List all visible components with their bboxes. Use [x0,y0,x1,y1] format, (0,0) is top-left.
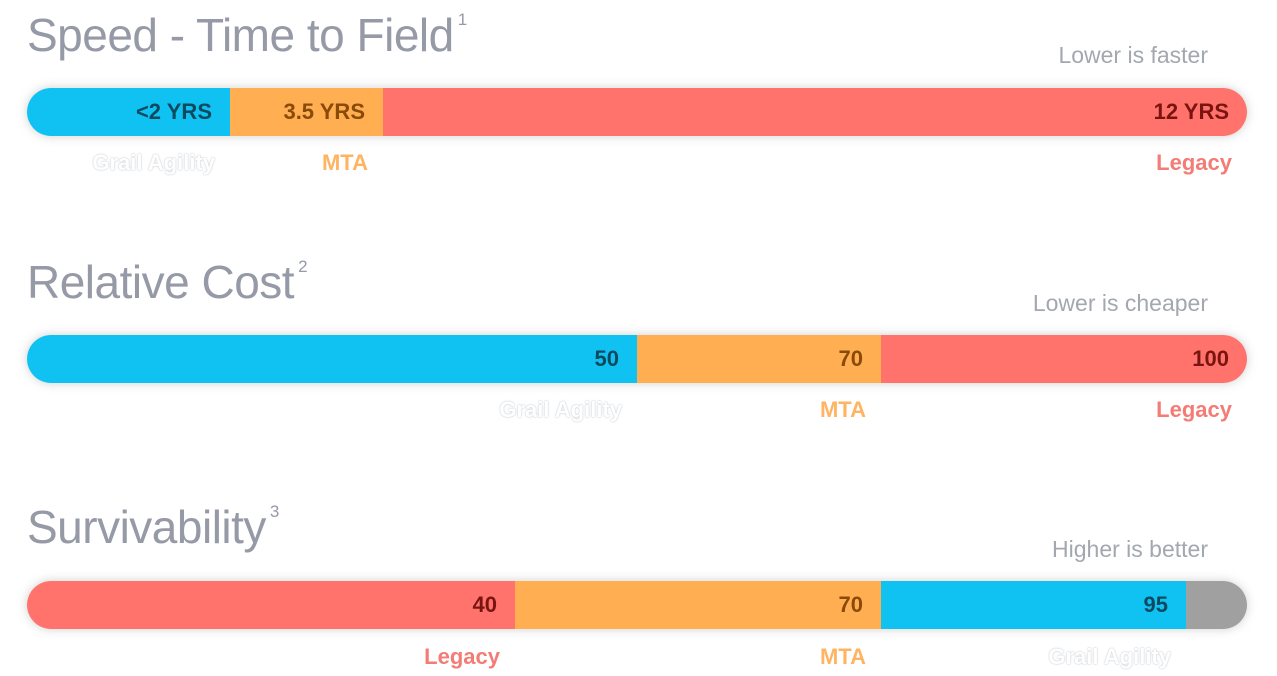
footnote-marker: 2 [298,257,308,276]
bar-segment-legacy: 40 [27,581,515,629]
data-label: 70 [838,592,863,617]
bar-segment-mta: 70 [637,335,881,383]
survivability-bar: 40 70 95 [27,581,1247,629]
category-label: Legacy [1156,150,1232,175]
chart-title: Relative Cost 2 [27,256,308,308]
category-label: Legacy [1156,397,1232,422]
data-label: 70 [838,346,863,371]
bar-segment-grail-agility: <2 YRS [27,88,230,136]
category-label: Grail Agility [92,150,215,175]
data-label: <2 YRS [135,99,212,124]
bar-segment-legacy: 100 [881,335,1247,383]
data-label: 95 [1143,592,1168,617]
category-label: MTA [819,397,866,422]
data-label: 50 [594,346,619,371]
bar-segment-mta: 70 [515,581,881,629]
chart-note: Lower is cheaper [1032,290,1208,316]
chart-note: Higher is better [1052,536,1208,562]
category-label: Grail Agility [1048,644,1171,669]
footnote-marker: 3 [269,502,279,521]
data-label: 100 [1192,346,1229,371]
footnote-marker: 1 [457,10,467,29]
category-label: MTA [819,644,866,669]
bar-segment-legacy: 12 YRS [383,88,1247,136]
speed-bar: <2 YRS 3.5 YRS 12 YRS [27,88,1247,136]
cost-bar: 50 70 100 [27,335,1247,383]
bar-segment-grail-agility: 50 [27,335,637,383]
category-label: MTA [321,150,368,175]
data-label: 40 [472,592,497,617]
chart-title: Survivability 3 [27,501,279,553]
data-label: 3.5 YRS [283,99,365,124]
bar-segment-grail-agility: 95 [881,581,1186,629]
chart-title: Speed - Time to Field 1 [27,9,467,61]
bar-segment-remainder [1186,581,1247,629]
category-label: Grail Agility [499,397,622,422]
bar-segment-mta: 3.5 YRS [230,88,383,136]
category-label: Legacy [424,644,500,669]
data-label: 12 YRS [1153,99,1229,124]
chart-note: Lower is faster [1058,42,1208,68]
